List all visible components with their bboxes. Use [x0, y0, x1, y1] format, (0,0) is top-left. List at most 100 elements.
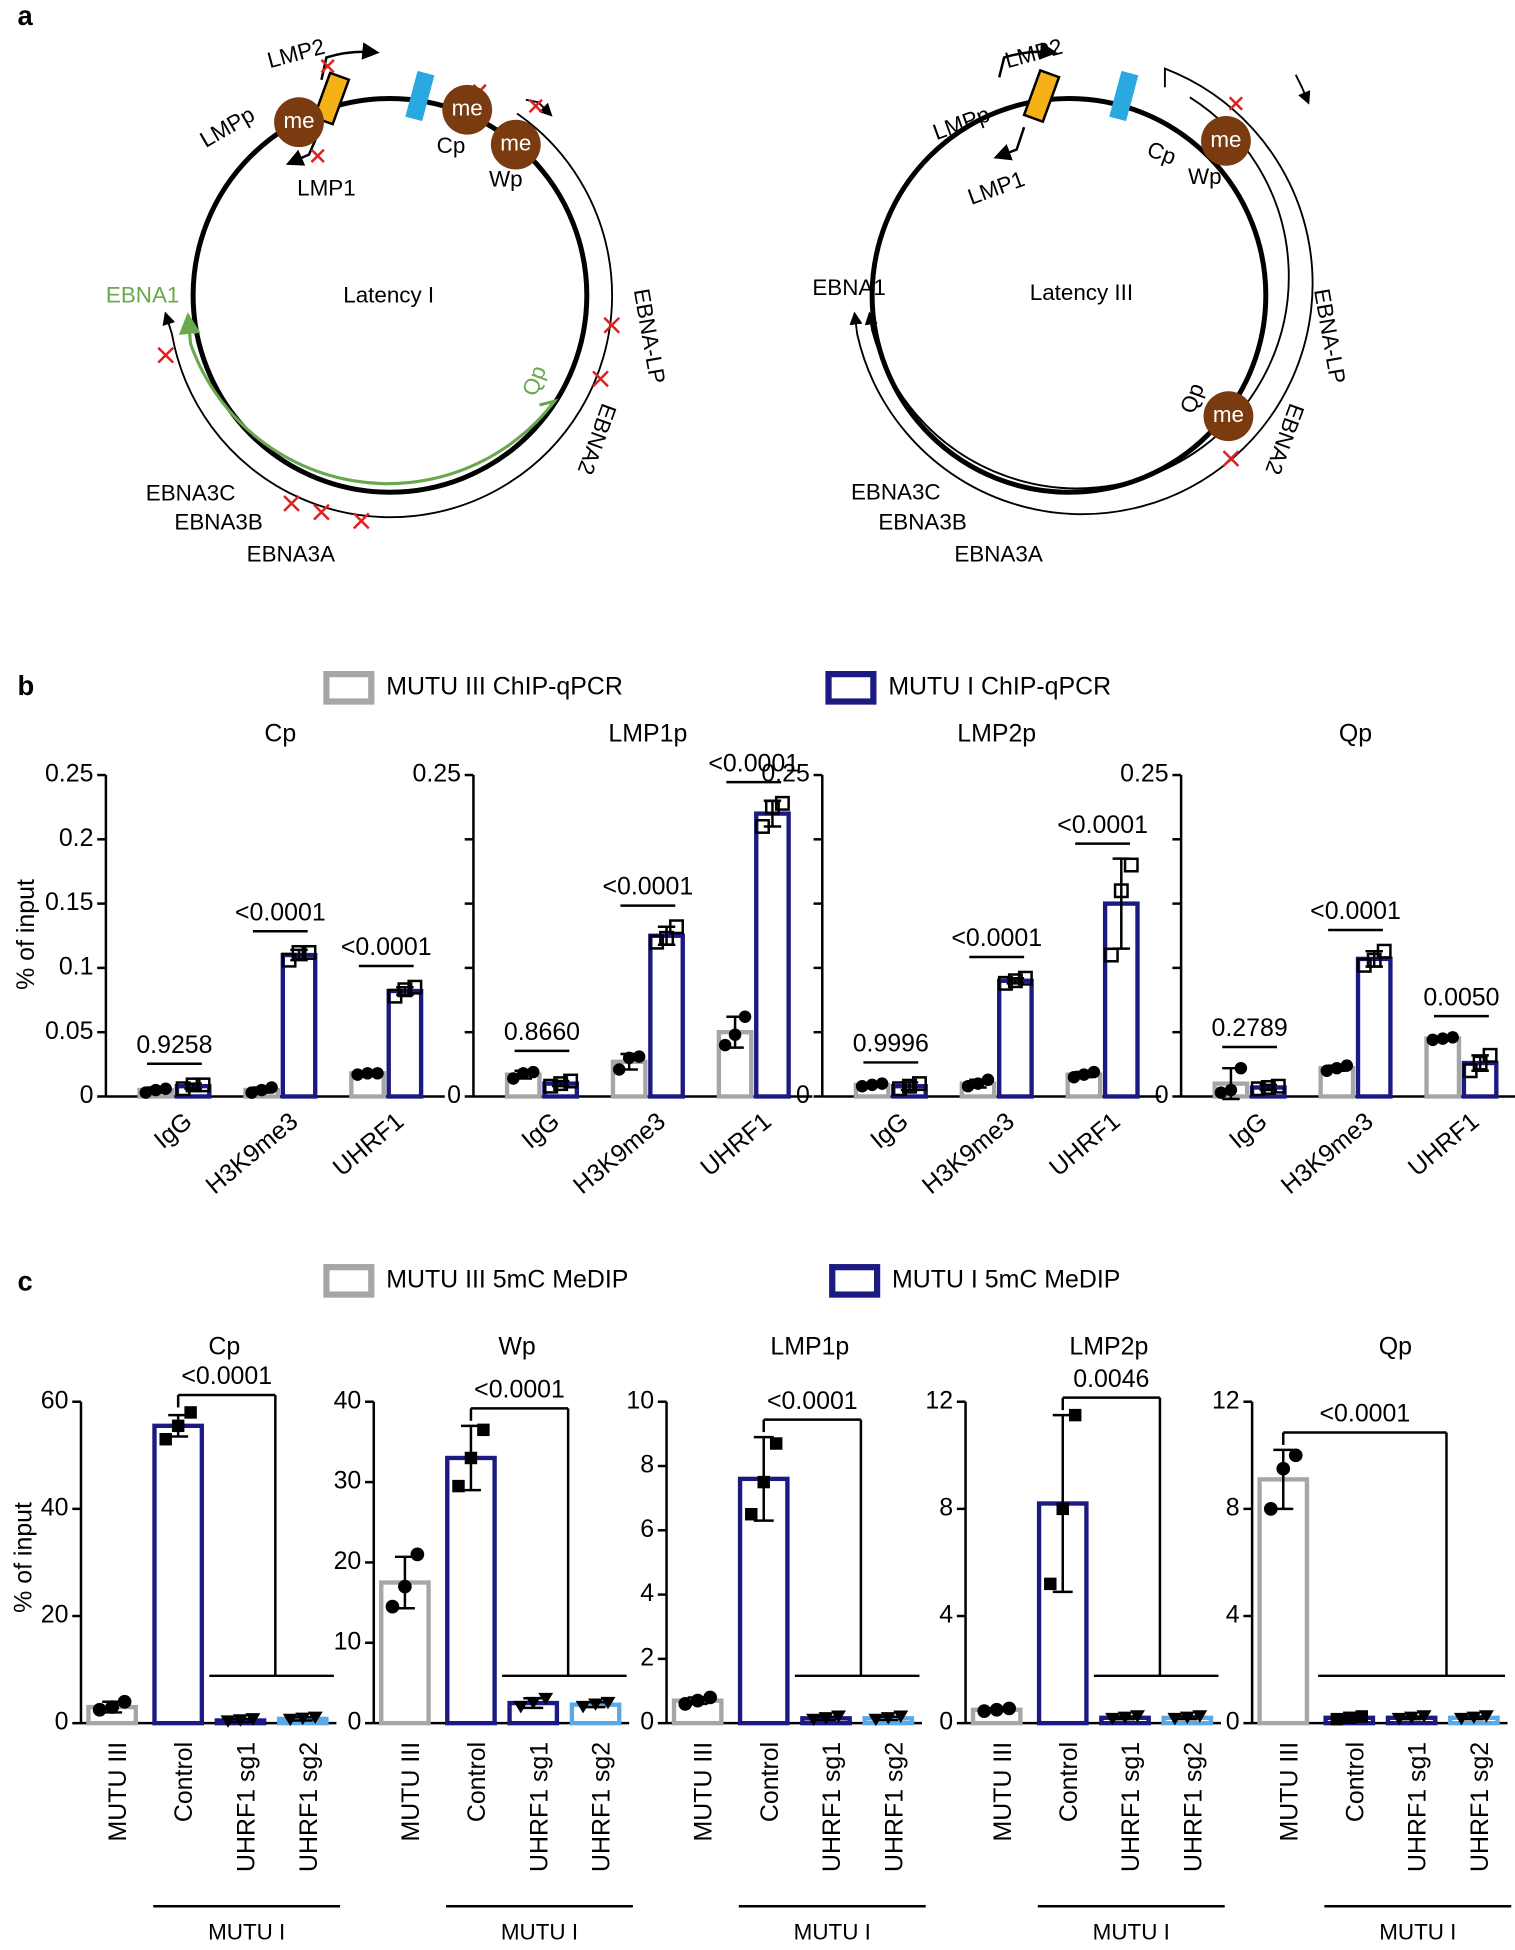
data-point [1462, 1063, 1478, 1079]
panel-label: b [17, 670, 34, 701]
y-tick-label: 0 [80, 1081, 94, 1109]
label: me [283, 108, 314, 133]
data-point [977, 1704, 992, 1718]
data-point [1068, 1408, 1082, 1422]
label: Qp [517, 362, 551, 399]
data-point [195, 1077, 211, 1093]
data-point [1007, 973, 1023, 989]
x-tick-label: UHRF1 sg1 [233, 1742, 261, 1872]
y-tick-label: 8 [640, 1451, 654, 1479]
data-point [902, 1078, 917, 1094]
data-point [563, 1073, 579, 1089]
p-value: <0.0001 [951, 924, 1042, 952]
label: EBNA-LP [629, 287, 670, 386]
data-point [139, 1086, 152, 1099]
data-point [464, 1451, 478, 1465]
data-point [1192, 1710, 1208, 1723]
y-tick-label: 8 [1226, 1493, 1240, 1521]
data-point [865, 1078, 879, 1092]
y-tick-label: 0 [1155, 1081, 1169, 1109]
chart-title: Wp [498, 1333, 535, 1361]
legend-label: MUTU III 5mC MeDIP [386, 1265, 628, 1293]
data-point [1355, 1710, 1368, 1723]
x-tick-label: Control [756, 1742, 784, 1822]
data-point [184, 1406, 197, 1419]
label: EBNA1 [106, 283, 179, 308]
label: EBNA3A [247, 542, 335, 567]
p-value: <0.0001 [181, 1362, 272, 1390]
label: Wp [1188, 164, 1222, 189]
data-point [477, 1423, 490, 1437]
data-point [738, 1010, 752, 1023]
data-point [1044, 1577, 1057, 1591]
data-point [398, 1579, 412, 1594]
p-value: 0.0046 [1073, 1365, 1149, 1393]
x-tick-label: Control [1055, 1742, 1083, 1822]
data-point [1250, 1081, 1266, 1097]
label: Qp [1175, 380, 1209, 417]
chart-title: LMP2p [957, 720, 1036, 748]
label: EBNA1 [812, 275, 885, 300]
legend-label: MUTU I 5mC MeDIP [892, 1265, 1120, 1293]
data-point [1067, 1070, 1081, 1084]
y-tick-label: 0.25 [1120, 760, 1168, 788]
group-label: MUTU I [501, 1920, 578, 1945]
data-point [397, 982, 413, 998]
label: LMP1 [297, 175, 356, 200]
data-point [1167, 1712, 1183, 1726]
x-tick-label: UHRF1 [695, 1107, 777, 1182]
label: Wp [489, 167, 523, 192]
bar [386, 988, 424, 1099]
p-value: <0.0001 [341, 933, 432, 961]
x-tick-label: Control [170, 1742, 198, 1822]
data-point [1002, 1701, 1017, 1716]
y-axis-label: % of input [9, 1502, 37, 1613]
data-point [517, 1067, 530, 1080]
y-tick-label: 20 [41, 1601, 69, 1629]
data-point [769, 1437, 783, 1450]
y-tick-label: 0.15 [45, 888, 93, 916]
data-point [301, 944, 317, 960]
y-tick-label: 0.05 [45, 1017, 93, 1045]
label: EBNA3C [851, 479, 941, 504]
x-tick-label: H3K9me3 [917, 1107, 1020, 1200]
data-point [245, 1713, 261, 1726]
x-tick-label: UHRF1 sg1 [1117, 1742, 1145, 1872]
gene-box [405, 70, 435, 122]
gene-box [1109, 70, 1139, 122]
cross-marks [1222, 96, 1244, 467]
lmp-gene [1022, 68, 1061, 124]
x-tick-label: MUTU III [1275, 1742, 1303, 1842]
p-value: 0.2789 [1212, 1014, 1288, 1042]
group-label: MUTU I [1379, 1920, 1456, 1945]
group-label: MUTU I [794, 1920, 871, 1945]
data-point [1330, 1712, 1344, 1726]
genome-circle [869, 96, 1269, 495]
label: me [500, 131, 531, 156]
data-point [1103, 947, 1119, 963]
y-tick-label: 0 [640, 1708, 654, 1736]
data-point [1478, 1710, 1494, 1723]
data-point [880, 1712, 896, 1725]
data-point [507, 1072, 520, 1085]
label: EBNA3B [174, 509, 262, 534]
data-point [255, 1083, 268, 1097]
data-point [307, 1711, 323, 1725]
x-tick-label: MUTU III [104, 1742, 132, 1842]
data-point [774, 795, 790, 811]
data-point [1376, 943, 1392, 959]
legend-label: MUTU I ChIP-qPCR [888, 672, 1111, 700]
y-tick-label: 4 [640, 1579, 654, 1607]
data-point [538, 1692, 554, 1706]
data-point [1224, 1083, 1238, 1097]
data-point [281, 952, 297, 968]
label: EBNA3C [146, 481, 236, 506]
data-point [1260, 1079, 1276, 1095]
data-point [575, 1700, 591, 1714]
bar [997, 978, 1034, 1099]
methyl-mark [274, 97, 324, 148]
data-point [295, 1712, 311, 1726]
data-point [855, 1079, 869, 1093]
data-point [1113, 883, 1129, 899]
bar [280, 952, 318, 1099]
